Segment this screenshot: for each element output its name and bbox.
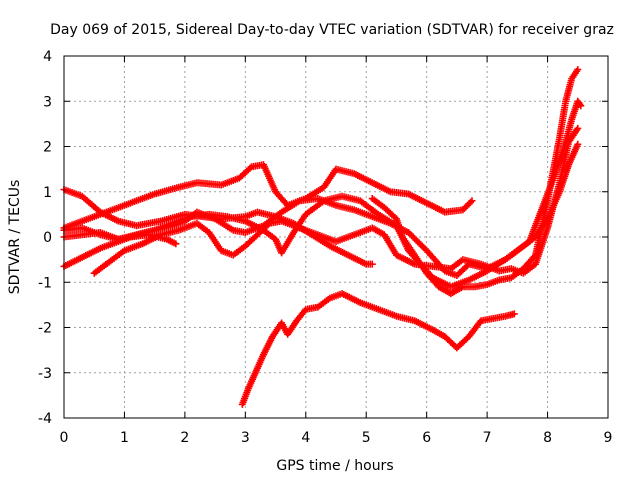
chart-title: Day 069 of 2015, Sidereal Day-to-day VTE… <box>50 22 614 38</box>
y-tick-label: 1 <box>43 185 52 201</box>
data-series <box>60 66 585 408</box>
series-pass-8 <box>368 66 582 298</box>
data-point <box>264 221 272 229</box>
x-tick-label: 2 <box>180 430 189 446</box>
y-tick-label: 4 <box>43 49 52 65</box>
x-tick-labels: 0 1 2 3 4 5 6 7 8 9 <box>60 430 613 446</box>
data-point <box>172 240 180 248</box>
x-tick-label: 6 <box>422 430 431 446</box>
data-point <box>530 253 538 261</box>
y-tick-label: -4 <box>38 411 52 427</box>
x-tick-label: 0 <box>60 430 69 446</box>
plot-frame <box>63 55 609 419</box>
x-tick-label: 9 <box>604 430 613 446</box>
y-tick-label: 0 <box>43 230 52 246</box>
y-tick-labels: -4 -3 -2 -1 0 1 2 3 4 <box>38 49 52 427</box>
series-pass-4 <box>60 97 585 291</box>
y-tick-label: 3 <box>43 94 52 110</box>
y-tick-label: 2 <box>43 140 52 156</box>
series-pass-2 <box>60 161 476 232</box>
series-pass-7 <box>238 290 518 408</box>
y-tick-label: -3 <box>38 366 52 382</box>
y-tick-label: -2 <box>38 321 52 337</box>
data-point <box>577 102 585 110</box>
data-point <box>574 124 582 132</box>
series-pass-1 <box>60 185 376 268</box>
data-point <box>576 100 584 108</box>
x-tick-label: 5 <box>362 430 371 446</box>
data-point <box>574 140 582 148</box>
grid <box>64 56 608 418</box>
data-point <box>468 197 476 205</box>
x-tick-label: 8 <box>543 430 552 446</box>
x-tick-label: 7 <box>483 430 492 446</box>
x-axis-label: GPS time / hours <box>276 458 393 474</box>
x-tick-label: 4 <box>301 430 310 446</box>
data-point <box>246 164 254 172</box>
data-point <box>466 198 474 206</box>
data-point <box>510 310 518 318</box>
y-tick-label: -1 <box>38 275 52 291</box>
data-point <box>368 260 376 268</box>
y-axis-label: SDTVAR / TECUs <box>7 180 23 295</box>
data-point <box>574 66 582 74</box>
x-tick-label: 1 <box>120 430 129 446</box>
x-tick-label: 3 <box>241 430 250 446</box>
series-pass-6 <box>90 124 582 277</box>
